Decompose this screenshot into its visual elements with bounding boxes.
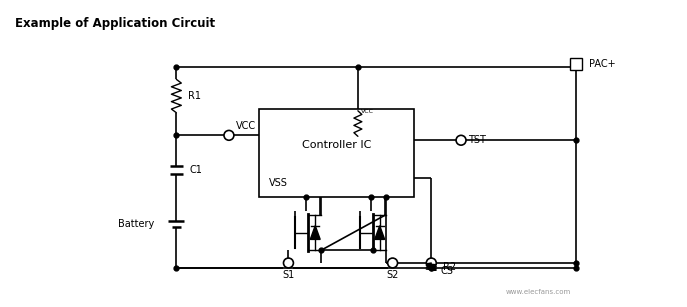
Text: Battery: Battery [118,219,155,229]
Text: VCC: VCC [236,122,256,131]
Text: R1: R1 [188,91,201,101]
Text: S2: S2 [386,270,398,280]
Circle shape [284,258,293,268]
Circle shape [224,130,234,140]
Circle shape [387,258,398,268]
Polygon shape [311,226,320,239]
Text: PAC+: PAC+ [589,59,616,69]
Text: TST: TST [468,135,486,145]
Bar [570,58,582,70]
Bar [259,109,414,197]
Text: VSS: VSS [269,178,287,188]
Text: C1: C1 [189,165,202,175]
Text: Controller IC: Controller IC [302,140,371,150]
Circle shape [427,258,436,268]
Text: CS: CS [440,266,453,276]
Text: Example of Application Circuit: Example of Application Circuit [14,17,215,29]
Text: VCC: VCC [361,109,374,114]
Text: www.elecfans.com: www.elecfans.com [506,290,571,295]
Circle shape [456,135,466,145]
Polygon shape [374,226,385,239]
Text: R2: R2 [443,262,456,272]
Text: S1: S1 [282,270,295,280]
